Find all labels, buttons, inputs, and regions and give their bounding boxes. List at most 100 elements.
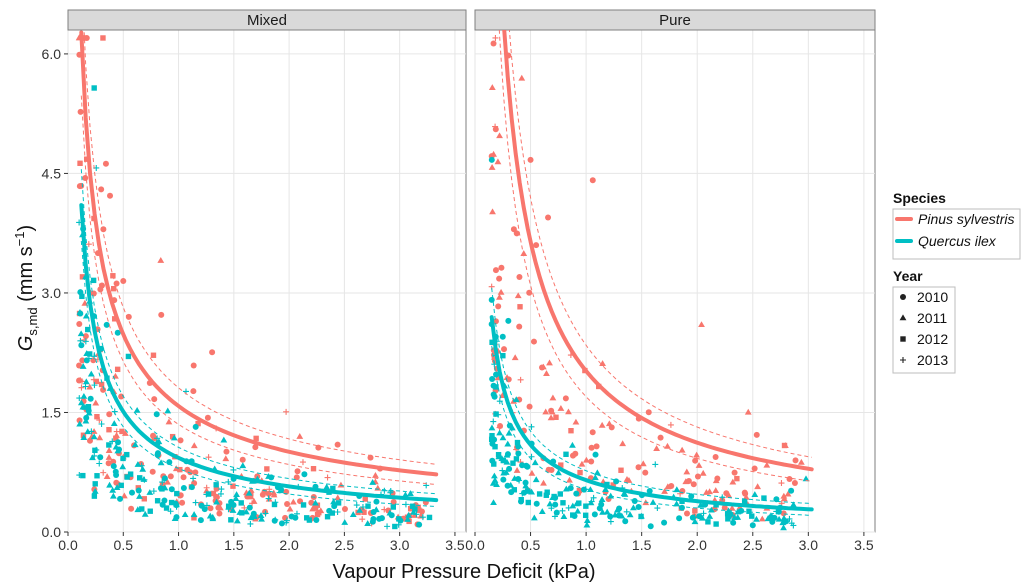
data-point xyxy=(190,511,198,517)
data-point xyxy=(262,510,269,517)
data-point xyxy=(167,473,174,480)
data-point xyxy=(515,450,522,457)
data-point xyxy=(89,454,96,461)
data-point xyxy=(213,494,220,501)
x-tick-label: 0.5 xyxy=(521,537,541,553)
data-point xyxy=(330,485,336,492)
data-point xyxy=(712,477,720,484)
data-point xyxy=(93,378,100,385)
data-point xyxy=(361,509,367,515)
data-point xyxy=(313,517,320,524)
data-point xyxy=(588,444,595,451)
data-point xyxy=(692,457,699,464)
data-point xyxy=(316,509,322,516)
data-point xyxy=(113,280,120,287)
y-tick-label: 3.0 xyxy=(42,285,62,301)
data-point xyxy=(384,523,391,530)
data-point xyxy=(386,509,394,516)
data-point xyxy=(514,292,522,299)
data-point xyxy=(151,396,158,403)
data-point xyxy=(228,506,235,512)
data-point xyxy=(741,499,748,505)
facet-strip xyxy=(474,9,876,31)
data-point xyxy=(682,478,690,485)
data-point xyxy=(312,505,319,511)
x-tick-label: 0.5 xyxy=(114,537,134,553)
data-point xyxy=(591,511,598,518)
data-point xyxy=(654,505,661,512)
data-point xyxy=(373,498,380,505)
data-point xyxy=(495,303,502,310)
data-point xyxy=(264,466,270,472)
data-point xyxy=(191,515,197,521)
data-point xyxy=(749,522,756,529)
data-point xyxy=(91,493,98,499)
data-point xyxy=(239,462,247,469)
data-point xyxy=(489,432,495,439)
data-point xyxy=(569,441,576,448)
data-point xyxy=(694,473,701,480)
data-point xyxy=(120,492,128,499)
data-point xyxy=(356,506,364,513)
data-point xyxy=(741,489,748,496)
data-point xyxy=(124,474,130,480)
legend-year-key xyxy=(900,357,906,363)
data-point xyxy=(494,158,502,165)
data-point xyxy=(576,500,582,506)
data-point xyxy=(498,264,505,271)
data-point xyxy=(721,504,728,511)
data-point xyxy=(500,352,506,359)
x-tick-label: 2.0 xyxy=(279,537,299,553)
legend-year-title: Year xyxy=(893,268,923,284)
data-point xyxy=(87,370,95,377)
data-point xyxy=(510,460,516,466)
data-point xyxy=(180,474,187,481)
data-point xyxy=(76,417,83,424)
data-point xyxy=(513,467,521,473)
data-point xyxy=(522,479,529,486)
data-point xyxy=(692,508,698,514)
data-point xyxy=(128,505,135,512)
fit-ci-lower xyxy=(80,240,437,507)
data-point xyxy=(498,455,506,462)
data-point xyxy=(496,132,503,139)
data-point xyxy=(593,469,601,476)
data-point xyxy=(533,500,540,507)
data-point xyxy=(545,214,552,221)
data-point xyxy=(588,498,595,505)
data-point xyxy=(92,481,98,487)
data-point xyxy=(79,362,87,369)
data-point xyxy=(565,408,572,415)
data-point xyxy=(583,517,591,523)
data-point xyxy=(489,479,497,486)
data-point xyxy=(129,489,136,496)
data-point xyxy=(109,486,117,493)
data-point xyxy=(548,408,556,415)
facet-panel-mixed: Mixed xyxy=(67,9,467,533)
data-point xyxy=(114,366,121,373)
data-point xyxy=(492,267,499,274)
data-point xyxy=(330,498,337,505)
data-point xyxy=(315,444,322,451)
x-tick-label: 1.5 xyxy=(632,537,652,553)
data-point xyxy=(341,505,348,512)
data-point xyxy=(707,506,715,513)
data-point xyxy=(228,517,234,523)
data-point xyxy=(598,421,606,428)
data-point xyxy=(511,354,519,361)
data-point xyxy=(137,475,143,481)
data-point xyxy=(555,469,562,476)
data-point xyxy=(381,487,388,494)
data-point xyxy=(646,488,653,495)
data-point xyxy=(407,490,414,496)
data-point xyxy=(93,446,100,453)
y-axis-title-symbol: G xyxy=(15,336,37,352)
data-point xyxy=(492,123,499,130)
data-point xyxy=(618,467,624,473)
fit-curve xyxy=(502,30,814,472)
data-point xyxy=(250,498,258,504)
data-point xyxy=(786,515,793,522)
data-point xyxy=(699,469,707,476)
data-point xyxy=(592,451,599,458)
data-point xyxy=(96,434,104,441)
